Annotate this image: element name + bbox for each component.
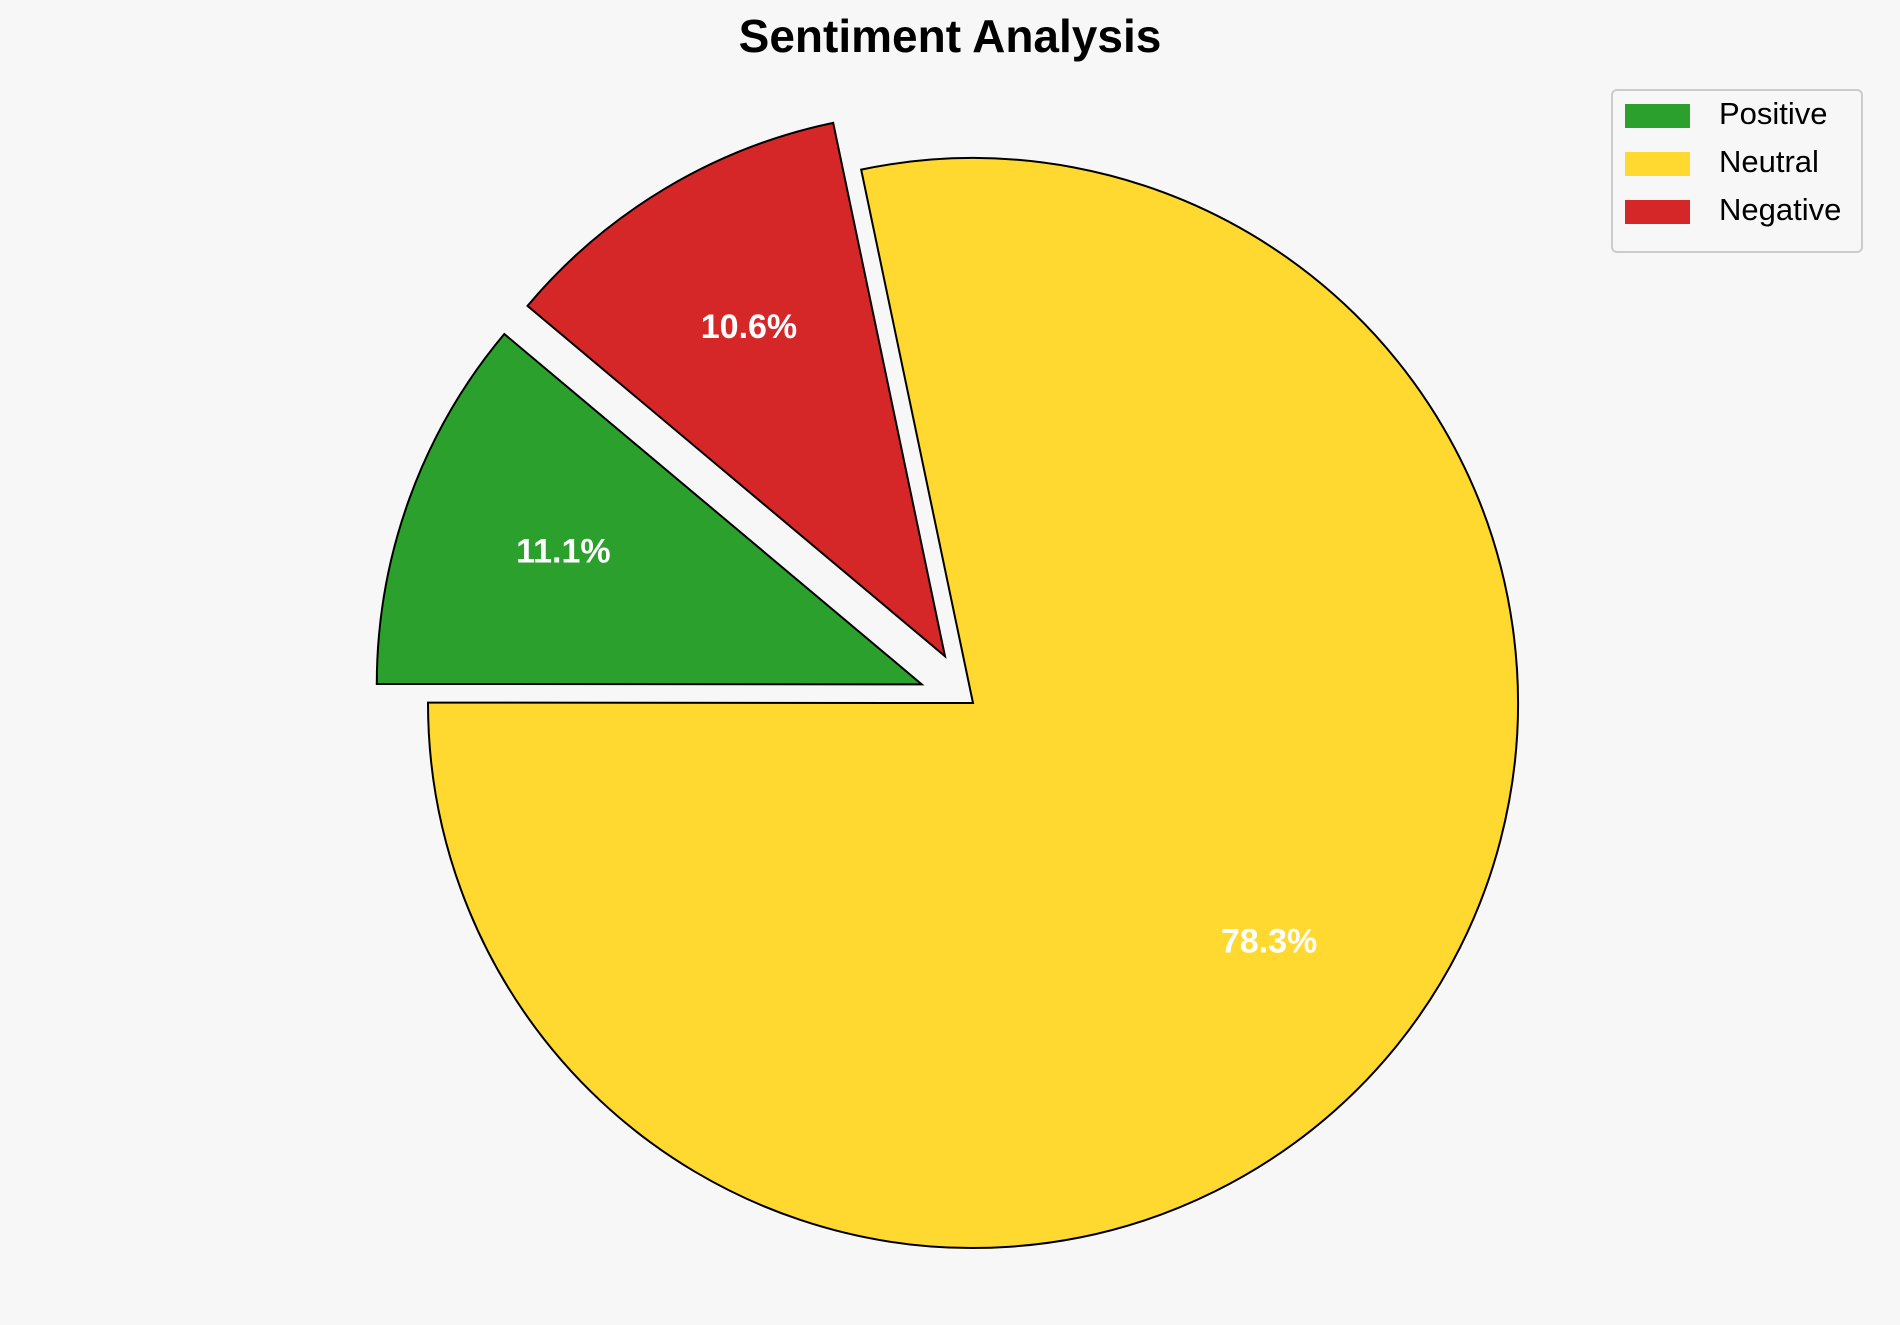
pie-slice bbox=[426, 157, 1519, 1249]
legend-swatch bbox=[1625, 200, 1690, 224]
legend-swatch bbox=[1625, 104, 1690, 128]
slice-label: 11.1% bbox=[516, 533, 611, 571]
slice-label: 78.3% bbox=[1221, 923, 1317, 961]
slice-label: 10.6% bbox=[701, 308, 797, 346]
legend-swatch bbox=[1625, 152, 1690, 176]
legend-label: Neutral bbox=[1719, 144, 1819, 179]
legend-label: Negative bbox=[1719, 192, 1841, 227]
pie-slice bbox=[526, 121, 947, 659]
legend-label: Positive bbox=[1719, 96, 1828, 131]
chart-title: Sentiment Analysis bbox=[739, 10, 1162, 62]
legend: Positive Neutral Negative bbox=[1611, 89, 1863, 253]
pie: 11.1% 78.3% 10.6% bbox=[375, 121, 1519, 1249]
pie-slice bbox=[375, 332, 925, 686]
